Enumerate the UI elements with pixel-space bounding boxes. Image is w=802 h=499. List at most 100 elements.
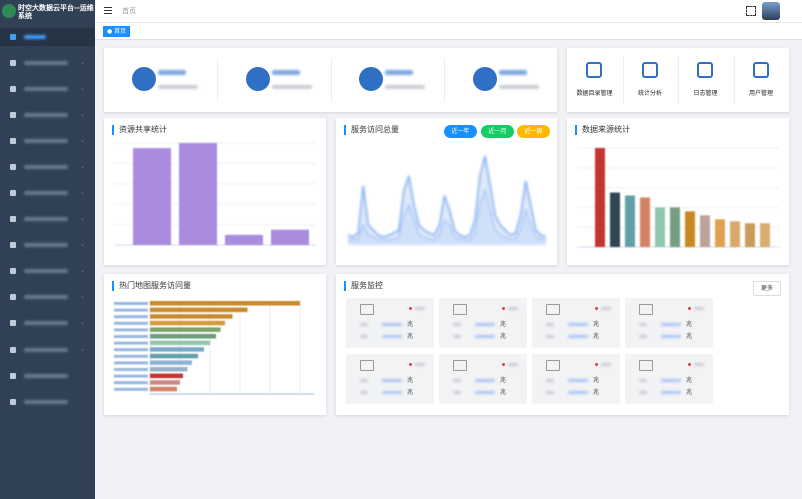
metric-unit: 兆: [593, 389, 600, 396]
metric-unit: 兆: [407, 321, 414, 328]
menu-icon: [10, 242, 16, 248]
menu-item[interactable]: ⌄: [0, 184, 95, 202]
row-label: [114, 302, 148, 305]
bar: [150, 301, 300, 306]
row-label: [114, 335, 148, 338]
metric-unit: 兆: [500, 389, 507, 396]
menu-label: [24, 139, 68, 143]
menu-label: [24, 191, 68, 195]
menu-arrow: ⌄: [80, 267, 86, 274]
menu-arrow: ⌄: [80, 189, 86, 196]
status-text: [415, 363, 425, 366]
menu-label: [24, 321, 68, 325]
metric-label: [360, 323, 368, 326]
shortcut[interactable]: 统计分析: [623, 48, 678, 112]
menu-icon: [10, 399, 16, 405]
menu-arrow: ⌄: [80, 293, 86, 300]
divider: [331, 58, 332, 102]
menu-icon: [10, 112, 16, 118]
bar: [655, 207, 665, 247]
monitor-card: 兆兆: [439, 354, 527, 404]
menu-item[interactable]: ⌄: [0, 314, 95, 332]
menu-item[interactable]: ⌄: [0, 210, 95, 228]
menu-icon: [10, 164, 16, 170]
menu-item[interactable]: ⌄: [0, 106, 95, 124]
menu-item[interactable]: ⌄: [0, 341, 95, 359]
visits-panel: 服务访问总量 近一年 近一月 近一周: [336, 118, 557, 265]
menu-label: [24, 113, 68, 117]
monitor-card: 兆兆: [625, 298, 713, 348]
menu-item[interactable]: ⌄: [0, 80, 95, 98]
metric-label: [546, 391, 554, 394]
tag[interactable]: ● 首页: [103, 26, 131, 37]
menu-arrow: ⌄: [80, 137, 86, 144]
resource-chart: [114, 142, 316, 246]
metric-label: [453, 379, 461, 382]
bar: [150, 386, 177, 392]
menu-item[interactable]: [0, 367, 95, 385]
shortcut[interactable]: 日志管理: [678, 48, 733, 112]
avatar[interactable]: [762, 2, 780, 20]
row-label: [114, 321, 148, 325]
menu-item[interactable]: [0, 393, 95, 411]
metric-unit: 兆: [500, 377, 507, 384]
menu-label: [24, 35, 46, 39]
sources-panel: 数据来源统计: [567, 118, 789, 265]
hamburger[interactable]: [104, 7, 112, 8]
bar: [150, 353, 198, 359]
status-text: [415, 307, 425, 310]
divider: [622, 56, 624, 104]
menu-item[interactable]: ⌄: [0, 262, 95, 280]
metric-label: [360, 379, 368, 382]
menu-arrow: ⌄: [80, 59, 86, 66]
monitor-card: 兆兆: [439, 298, 527, 348]
bar: [150, 360, 192, 365]
metric-bar: [661, 391, 681, 394]
row-label: [114, 387, 148, 391]
metric-bar: [382, 391, 402, 394]
shortcut-icon: [586, 62, 602, 78]
menu-item[interactable]: ⌄: [0, 54, 95, 72]
menu-item[interactable]: ⌄: [0, 158, 95, 176]
status-dot: [409, 307, 412, 310]
shortcut-label: 用户管理: [748, 90, 773, 97]
status-dot: [502, 363, 505, 366]
menu-icon: [10, 216, 16, 222]
menu-label: [24, 348, 68, 352]
line: [347, 155, 547, 238]
stat-value: [385, 70, 413, 75]
range-button[interactable]: 近一年: [444, 125, 477, 138]
shortcut[interactable]: 用户管理: [734, 48, 789, 112]
range-button[interactable]: 近一周: [517, 125, 550, 138]
bar: [150, 340, 210, 346]
menu-item[interactable]: ⌄: [0, 288, 95, 306]
menu-label: [24, 295, 68, 299]
status-text: [601, 307, 611, 310]
bar: [271, 229, 309, 245]
metric-bar: [568, 379, 588, 382]
menu-icon: [10, 34, 16, 40]
menu-item[interactable]: [0, 28, 95, 46]
shortcut[interactable]: 数据目录管理: [567, 48, 622, 112]
monitor-card: 兆兆: [532, 298, 620, 348]
menu-item[interactable]: ⌄: [0, 236, 95, 254]
menu-item[interactable]: ⌄: [0, 132, 95, 150]
bar: [685, 211, 695, 247]
metric-bar: [568, 391, 588, 394]
fullscreen[interactable]: [746, 6, 756, 16]
metric-unit: 兆: [407, 377, 414, 384]
more-button[interactable]: 更多: [753, 281, 781, 296]
bar: [670, 207, 680, 247]
bar: [133, 148, 171, 245]
row-label: [114, 315, 148, 319]
range-button[interactable]: 近一月: [481, 125, 514, 138]
menu-label: [24, 400, 68, 404]
bar: [610, 192, 620, 247]
stat-value: [272, 70, 300, 75]
metric-unit: 兆: [500, 321, 507, 328]
hotmap-chart: [114, 300, 314, 395]
hotmap-panel: 热门地图服务访问量: [104, 274, 326, 415]
stat-label: [272, 85, 312, 89]
breadcrumb[interactable]: 首页: [122, 7, 136, 15]
stat-icon: [246, 67, 270, 91]
